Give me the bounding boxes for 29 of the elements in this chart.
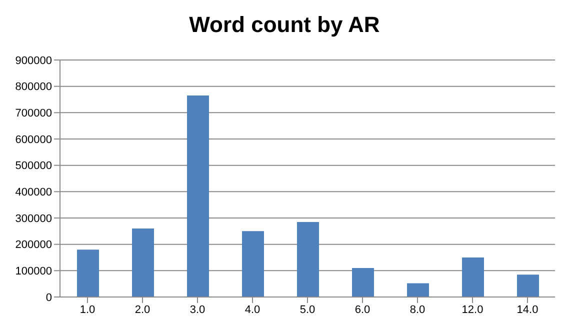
y-tick-label: 400000 — [15, 186, 52, 199]
x-tick-label: 5.0 — [300, 304, 316, 316]
y-tick-label: 800000 — [15, 81, 52, 94]
bar — [132, 228, 154, 297]
x-tick-label: 4.0 — [244, 304, 260, 316]
bar — [242, 231, 264, 297]
chart-title: Word count by AR — [188, 12, 381, 39]
y-tick-label: 100000 — [15, 266, 52, 278]
x-tick-label: 2.0 — [134, 304, 150, 316]
y-tick-label: 700000 — [15, 108, 52, 120]
bar — [187, 96, 209, 297]
bar — [297, 222, 319, 297]
y-tick-label: 900000 — [15, 54, 52, 67]
x-tick-label: 8.0 — [410, 304, 426, 316]
x-tick-label: 1.0 — [80, 304, 96, 316]
bar — [77, 250, 99, 297]
x-tick-label: 12.0 — [462, 304, 484, 316]
y-tick-label: 200000 — [15, 239, 52, 252]
y-tick-label: 300000 — [15, 212, 52, 225]
y-tick-label: 600000 — [15, 134, 52, 146]
x-tick-label: 3.0 — [190, 304, 206, 316]
bar — [517, 274, 539, 297]
bar — [352, 268, 374, 297]
y-tick-label: 0 — [46, 292, 52, 304]
x-tick-label: 6.0 — [354, 304, 370, 316]
bar — [462, 258, 484, 297]
x-tick-label: 14.0 — [516, 304, 538, 316]
y-tick-label: 500000 — [15, 160, 52, 172]
bar — [407, 283, 429, 297]
